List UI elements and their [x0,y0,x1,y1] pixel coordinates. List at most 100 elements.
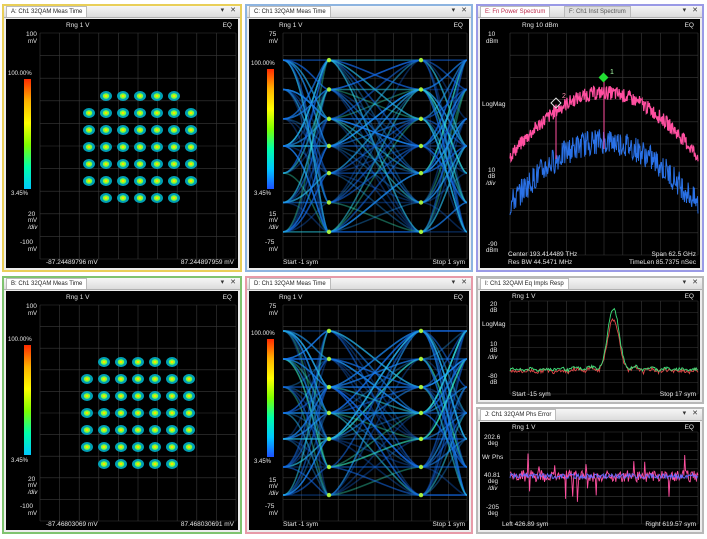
constellation-point-peak [170,445,174,449]
eye-trace [282,118,467,147]
impulse-plot[interactable]: Rng 1 V EQ 20 dB LogMag 10 dB /div -80 d… [480,291,700,400]
constellation-point-peak [155,94,159,98]
eye-trace [282,59,468,204]
eye-trace [282,330,468,440]
window-d-eye-diagram[interactable]: D: Ch1 32QAM Meas Time ▾ ✕ Rng 1 V EQ 75… [245,276,473,534]
scale-per-div: /div [486,181,496,187]
constellation-point-peak [155,179,159,183]
tab-c[interactable]: C: Ch1 32QAM Meas Time [249,6,331,17]
eye-trace [282,59,468,147]
eye-trace [282,330,468,414]
eye-hotspot [326,143,332,149]
eye-trace [282,145,468,233]
tab-impulse-response[interactable]: I: Ch1 32QAM Eq Impls Resp [480,278,569,289]
tab-b[interactable]: B: Ch1 32QAM Meas Time [6,278,88,289]
eye-trace [282,330,467,388]
eye-hotspot [418,116,424,122]
window-controls[interactable]: ▾ ✕ [220,7,238,14]
constellation-point-peak [104,179,108,183]
y-bottom-unit: mV [269,247,278,253]
eye-trace [282,88,468,174]
eye-trace [282,88,468,120]
phase-error-avg-trace [509,472,699,481]
eye-trace [282,88,468,233]
constellation-point-peak [153,394,157,398]
window-controls[interactable]: ▾ ✕ [682,410,700,417]
eye-trace [282,145,468,233]
eye-trace [282,88,468,233]
eye-trace [282,59,468,91]
constellation-point-peak [121,145,125,149]
tab-inst-spectrum[interactable]: F: Ch1 Inst Spectrum [564,6,631,17]
constellation-point-peak [138,179,142,183]
window-controls[interactable]: ▾ ✕ [220,279,238,286]
scale-value: 15 [269,477,277,484]
eye-trace [282,59,467,91]
eye-traces [282,330,468,496]
color-scale-max: 100.00% [8,71,32,77]
eye-trace [282,330,468,496]
spectrum-plot[interactable]: Rng 10 dBm EQ 10 dBm LogMag 10 dB /div -… [480,19,700,268]
eye-trace [282,145,468,233]
eq-label: EQ [222,294,232,301]
tab-d[interactable]: D: Ch1 32QAM Meas Time [249,278,331,289]
constellation-point-peak [119,445,123,449]
constellation-point-peak [119,411,123,415]
window-i-impulse-response[interactable]: I: Ch1 32QAM Eq Impls Resp ▾ ✕ Rng 1 V E… [476,276,704,404]
eye-trace [282,59,468,233]
eye-trace [282,59,468,204]
x-left-value: Left 426.89 sym [502,521,549,528]
window-controls[interactable]: ▾ ✕ [682,7,700,14]
eq-label: EQ [222,22,232,29]
window-e-spectrum[interactable]: E: Fn Power Spectrum F: Ch1 Inst Spectru… [476,4,704,272]
constellation-point-peak [153,360,157,364]
window-a-constellation[interactable]: A: Ch1 32QAM Meas Time ▾ ✕ Rng 1 V EQ 10… [2,4,242,272]
eye-hotspot [326,170,332,176]
eye-trace [282,358,468,496]
window-controls[interactable]: ▾ ✕ [451,7,469,14]
eye-plot-d[interactable]: Rng 1 V EQ 75 mV 100.00% 3.45% 15 mV /di… [249,291,469,530]
x-stop-value: Stop 17 sym [659,391,696,398]
eye-trace [282,59,468,233]
eye-graph-d [282,304,468,522]
constellation-point-peak [85,377,89,381]
tab-a[interactable]: A: Ch1 32QAM Meas Time [6,6,88,17]
color-scale-min: 3.45% [11,458,29,464]
window-c-eye-diagram[interactable]: C: Ch1 32QAM Meas Time ▾ ✕ Rng 1 V EQ 75… [245,4,473,272]
constellation-plot-a[interactable]: Rng 1 V EQ 100 mV 100.00% 3.45% 20 mV /d… [6,19,238,268]
constellation-plot-b[interactable]: Rng 1 V EQ 100 mV 100.00% 3.45% 20 mV /d… [6,291,238,530]
impulse-trace-green [509,307,699,374]
y-bottom-value: -205 [486,504,500,511]
eye-plot-c[interactable]: Rng 1 V EQ 75 mV 100.00% 3.45% 15 mV /di… [249,19,469,268]
eq-label: EQ [453,294,463,301]
y-bottom-unit: mV [28,511,37,517]
eye-trace [282,330,468,468]
eye-trace [282,59,468,174]
window-controls[interactable]: ▾ ✕ [451,279,469,286]
y-bottom-unit: mV [269,511,278,517]
constellation-point-peak [136,411,140,415]
constellation-point-peak [136,462,140,466]
eye-trace [282,386,468,468]
eye-trace [282,330,468,468]
tab-power-spectrum[interactable]: E: Fn Power Spectrum [480,6,551,17]
range-label: Rng 1 V [512,424,536,431]
scale-unit: mV [28,483,37,489]
phase-error-plot[interactable]: Rng 1 V EQ 202.6 deg Wr Phs 40.81 deg /d… [480,422,700,530]
scale-value: 20 [28,211,36,218]
window-b-constellation[interactable]: B: Ch1 32QAM Meas Time ▾ ✕ Rng 1 V EQ 10… [2,276,242,534]
eye-trace [282,466,468,496]
eye-trace [282,330,468,496]
y-bottom-value: -75 [265,503,275,510]
eye-trace [282,438,467,468]
tab-phase-error[interactable]: J: Ch1 32QAM Phs Error [480,409,557,420]
window-controls[interactable]: ▾ ✕ [682,279,700,286]
constellation-points [83,91,197,203]
constellation-point-peak [155,196,159,200]
time-length: TimeLen 85.7375 nSec [629,259,696,266]
constellation-point-peak [104,196,108,200]
eye-trace [283,88,468,204]
eye-trace [282,330,468,468]
window-j-phase-error[interactable]: J: Ch1 32QAM Phs Error ▾ ✕ Rng 1 V EQ 20… [476,407,704,534]
eye-trace [282,88,468,174]
